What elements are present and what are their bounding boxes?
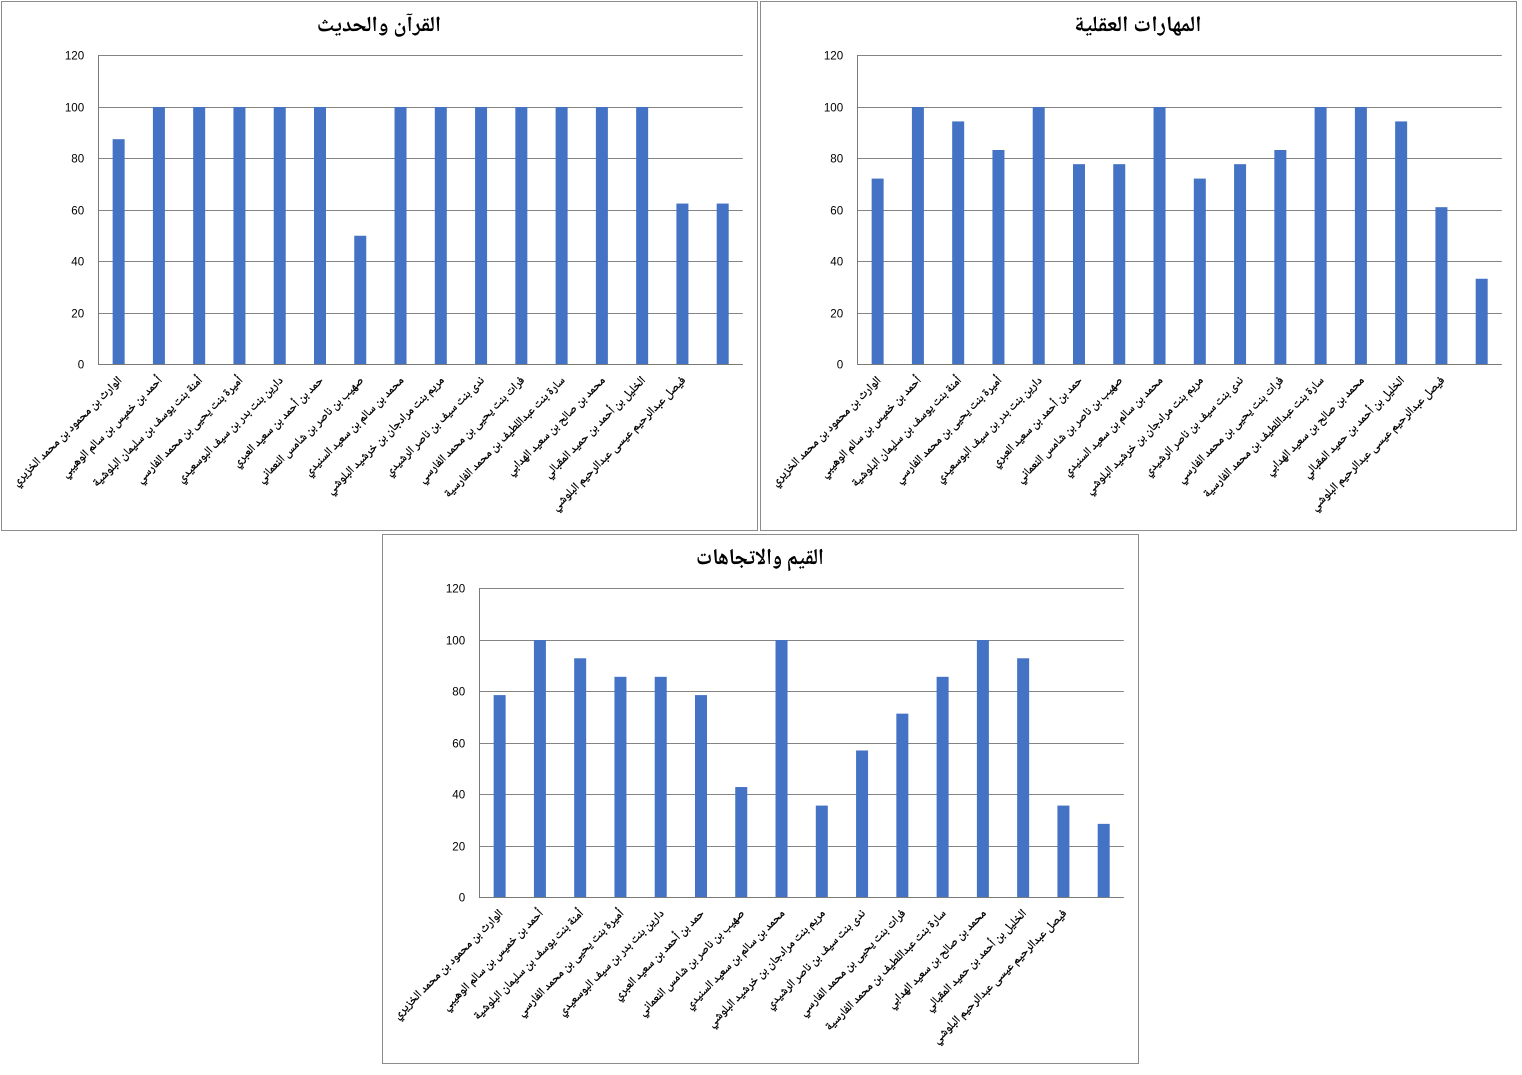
svg-text:120: 120	[65, 50, 84, 63]
svg-text:40: 40	[830, 256, 843, 269]
svg-text:40: 40	[71, 256, 84, 269]
svg-text:20: 20	[830, 308, 843, 321]
svg-text:120: 120	[446, 583, 465, 596]
svg-text:100: 100	[824, 102, 843, 115]
svg-text:0: 0	[78, 359, 84, 372]
svg-text:40: 40	[452, 789, 465, 802]
svg-text:80: 80	[452, 686, 465, 699]
svg-text:80: 80	[71, 153, 84, 166]
svg-text:100: 100	[65, 102, 84, 115]
svg-text:20: 20	[452, 841, 465, 854]
svg-text:60: 60	[830, 205, 843, 218]
svg-text:60: 60	[71, 205, 84, 218]
svg-text:100: 100	[446, 635, 465, 648]
svg-text:120: 120	[824, 50, 843, 63]
svg-text:0: 0	[459, 892, 465, 905]
svg-text:20: 20	[71, 308, 84, 321]
svg-text:60: 60	[452, 738, 465, 751]
svg-text:80: 80	[830, 153, 843, 166]
svg-text:0: 0	[837, 359, 843, 372]
